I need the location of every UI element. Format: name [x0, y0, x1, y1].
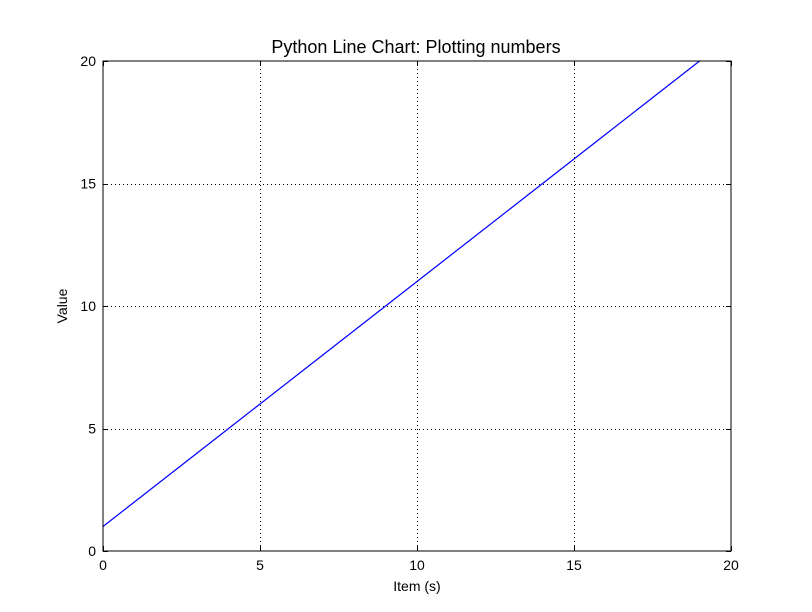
x-tick-label: 0 — [99, 557, 107, 573]
series-line — [102, 60, 700, 527]
y-axis-label: Value — [54, 288, 70, 323]
x-tick-labels: 0 5 10 15 20 — [99, 557, 739, 573]
y-tick-label: 5 — [88, 421, 96, 437]
series-group — [102, 60, 700, 527]
tick-marks — [103, 61, 732, 552]
y-tick-label: 15 — [80, 176, 96, 192]
x-tick-label: 5 — [256, 557, 264, 573]
y-tick-label: 0 — [88, 543, 96, 559]
x-axis-label: Item (s) — [393, 578, 440, 594]
y-tick-label: 20 — [80, 53, 96, 69]
y-tick-labels: 0 5 10 15 20 — [80, 53, 96, 559]
x-tick-label: 15 — [566, 557, 582, 573]
chart-title: Python Line Chart: Plotting numbers — [271, 37, 560, 57]
grid-lines — [103, 61, 731, 551]
x-tick-label: 20 — [723, 557, 739, 573]
y-tick-label: 10 — [80, 298, 96, 314]
x-tick-label: 10 — [409, 557, 425, 573]
